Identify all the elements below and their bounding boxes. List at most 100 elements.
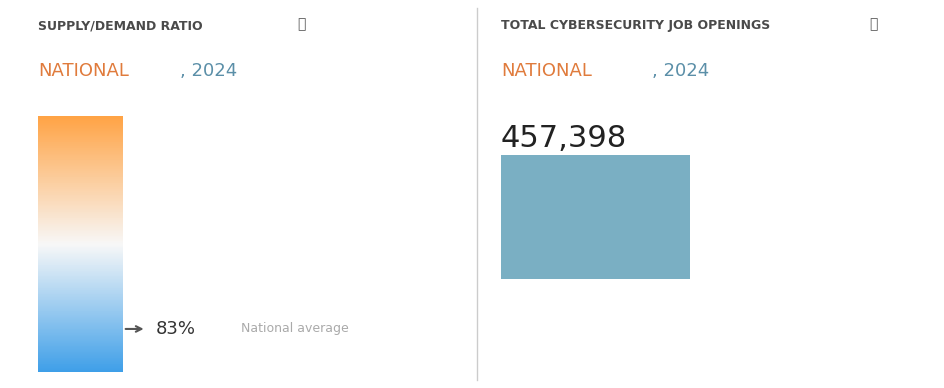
- Bar: [38, 304, 123, 305]
- Bar: [38, 327, 123, 328]
- Bar: [38, 202, 123, 203]
- Bar: [38, 294, 123, 296]
- Bar: [38, 172, 123, 173]
- Bar: [38, 158, 123, 159]
- Bar: [38, 140, 123, 141]
- Bar: [38, 166, 123, 167]
- Bar: [38, 130, 123, 131]
- Bar: [38, 156, 123, 158]
- Bar: [38, 351, 123, 352]
- Bar: [38, 342, 123, 343]
- Bar: [38, 220, 123, 222]
- Bar: [38, 228, 123, 229]
- Bar: [38, 185, 123, 186]
- Text: SUPPLY/DEMAND RATIO: SUPPLY/DEMAND RATIO: [38, 19, 202, 33]
- Bar: [38, 322, 123, 324]
- Bar: [38, 258, 123, 260]
- Text: ⓘ: ⓘ: [868, 17, 877, 31]
- Bar: [38, 366, 123, 367]
- Bar: [38, 176, 123, 177]
- Bar: [38, 285, 123, 286]
- Bar: [38, 291, 123, 292]
- Bar: [38, 218, 123, 219]
- Bar: [38, 275, 123, 277]
- Bar: [38, 362, 123, 363]
- Bar: [38, 180, 123, 181]
- Bar: [38, 339, 123, 340]
- Bar: [38, 184, 123, 185]
- Bar: [38, 338, 123, 339]
- Bar: [38, 182, 123, 183]
- Bar: [38, 218, 123, 220]
- Bar: [38, 248, 123, 249]
- Bar: [38, 149, 123, 150]
- Bar: [38, 209, 123, 210]
- Bar: [38, 301, 123, 303]
- Bar: [38, 132, 123, 133]
- Bar: [38, 367, 123, 368]
- Text: 457,398: 457,398: [500, 124, 627, 153]
- Bar: [38, 164, 123, 165]
- Bar: [38, 194, 123, 195]
- Bar: [38, 331, 123, 333]
- Bar: [38, 296, 123, 297]
- Bar: [38, 162, 123, 163]
- Bar: [38, 125, 123, 126]
- Bar: [38, 223, 123, 225]
- Bar: [38, 319, 123, 320]
- Bar: [38, 355, 123, 356]
- Bar: [38, 145, 123, 146]
- Bar: [38, 332, 123, 333]
- Bar: [38, 329, 123, 330]
- Bar: [38, 143, 123, 145]
- Bar: [38, 361, 123, 362]
- Bar: [38, 191, 123, 192]
- Bar: [38, 256, 123, 257]
- Bar: [38, 232, 123, 233]
- Bar: [38, 222, 123, 223]
- Bar: [38, 305, 123, 306]
- Bar: [38, 139, 123, 140]
- Bar: [38, 219, 123, 220]
- Bar: [38, 293, 123, 294]
- Bar: [38, 345, 123, 346]
- Bar: [38, 214, 123, 215]
- Bar: [38, 123, 123, 124]
- Bar: [38, 267, 123, 268]
- Bar: [38, 346, 123, 347]
- Bar: [38, 177, 123, 179]
- Bar: [38, 200, 123, 201]
- Bar: [38, 353, 123, 355]
- Bar: [38, 303, 123, 304]
- Bar: [38, 358, 123, 359]
- Bar: [38, 278, 123, 279]
- Bar: [38, 360, 123, 361]
- Bar: [38, 181, 123, 182]
- Bar: [38, 159, 123, 160]
- Bar: [38, 271, 123, 273]
- Bar: [38, 344, 123, 345]
- Bar: [38, 142, 123, 144]
- Bar: [38, 349, 123, 350]
- Bar: [38, 211, 123, 212]
- Bar: [38, 320, 123, 321]
- Bar: [38, 288, 123, 289]
- Bar: [38, 147, 123, 149]
- Bar: [38, 130, 123, 132]
- Bar: [38, 120, 123, 121]
- Bar: [38, 279, 123, 280]
- Bar: [38, 266, 123, 267]
- Bar: [38, 196, 123, 197]
- Bar: [38, 307, 123, 308]
- Bar: [38, 160, 123, 162]
- Bar: [38, 237, 123, 239]
- Bar: [38, 170, 123, 171]
- Bar: [38, 272, 123, 274]
- Bar: [38, 136, 123, 137]
- Bar: [38, 310, 123, 311]
- Bar: [38, 369, 123, 370]
- Bar: [38, 265, 123, 266]
- Bar: [38, 334, 123, 335]
- Bar: [38, 216, 123, 217]
- Bar: [38, 277, 123, 278]
